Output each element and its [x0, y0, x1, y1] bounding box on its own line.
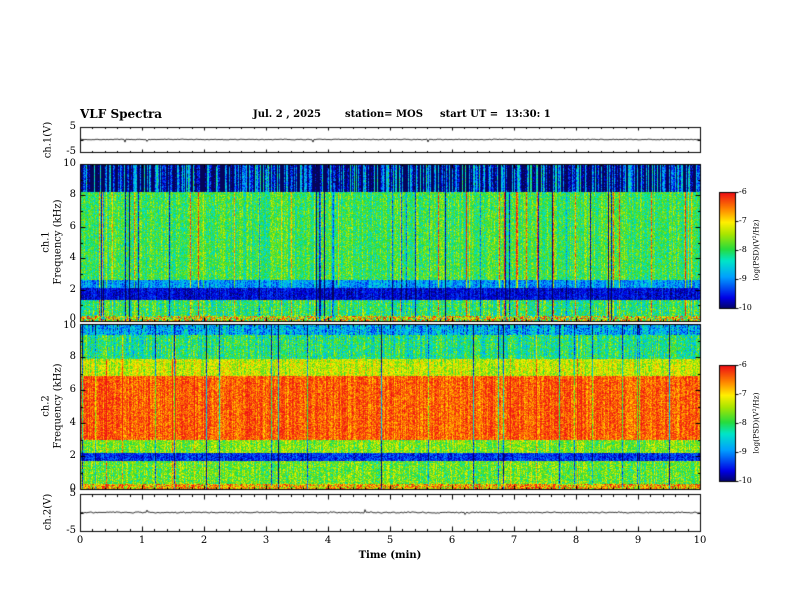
wave2-ylabel: ch.2(V) [42, 493, 54, 531]
spec2-ytick-label: 10 [63, 320, 76, 331]
wave2-ytick-top: 5 [69, 488, 76, 499]
spec2-ytick-label: 6 [69, 384, 76, 395]
spec2-ylabel-frequency: Frequency (kHz) [52, 363, 63, 449]
spec2-ytick-label: 0 [69, 483, 76, 494]
colorbar2-tick-label: -7 [739, 389, 747, 398]
x-tick-label: 5 [386, 535, 394, 546]
colorbar1-tick-label: -7 [739, 216, 747, 225]
x-tick-label: 7 [510, 535, 518, 546]
spec1-ylabel-frequency: Frequency (kHz) [52, 199, 63, 285]
spec1-ytick-label: 8 [69, 189, 76, 201]
spec2-ytick-label: 2 [69, 450, 76, 461]
title-start-ut: start UT = 13:30: 1 [440, 109, 551, 120]
wave1-ytick-top: 5 [69, 121, 76, 132]
spec1-ytick-label: 6 [69, 220, 76, 232]
spec2-ylabel: ch.2 Frequency (kHz) [41, 363, 64, 448]
spec2-ytick-label: 8 [69, 351, 76, 362]
colorbar2-tick-label: -9 [739, 447, 747, 456]
x-tick-label: 2 [200, 535, 208, 546]
colorbar1-tick-label: -6 [739, 187, 747, 196]
x-tick-label: 4 [324, 535, 332, 546]
wave2-ytick-bottom: -5 [66, 525, 76, 536]
spec1-ytick-label: 2 [69, 283, 76, 295]
colorbar1-tick-label: -9 [739, 274, 747, 283]
colorbar1-tick-label: -10 [739, 303, 752, 312]
colorbar2-tick-label: -10 [739, 476, 752, 485]
x-tick-label: 6 [448, 535, 456, 546]
x-tick-label: 10 [693, 535, 707, 546]
spec1-ytick-label: 0 [69, 313, 76, 324]
xaxis-label: Time (min) [358, 550, 422, 561]
page-title: VLF Spectra [80, 107, 163, 121]
colorbar2-tick-label: -8 [739, 418, 747, 427]
title-date: Jul. 2 , 2025 [253, 109, 321, 120]
wave1-ylabel: ch.1(V) [42, 121, 54, 159]
x-tick-label: 0 [76, 535, 84, 546]
title-station: station= MOS [345, 109, 423, 120]
colorbar2-label: log(PSD)(V²/Hz) [751, 392, 761, 454]
wave1-ytick-bottom: -5 [66, 146, 76, 157]
spec2-ylabel-channel: ch.2 [40, 395, 52, 417]
spec1-ytick-label: 4 [69, 252, 76, 264]
colorbar1-tick-label: -8 [739, 245, 747, 254]
x-tick-label: 9 [634, 535, 642, 546]
x-tick-label: 1 [138, 535, 146, 546]
x-tick-label: 3 [262, 535, 270, 546]
spec1-ytick-label: 10 [63, 158, 76, 169]
colorbar2-tick-label: -6 [739, 360, 747, 369]
spec2-ytick-label: 4 [69, 417, 76, 428]
x-tick-label: 8 [572, 535, 580, 546]
colorbar1-label: log(PSD)(V²/Hz) [751, 219, 761, 281]
spec1-ylabel: ch.1 Frequency (kHz) [41, 199, 64, 284]
spec1-ylabel-channel: ch.1 [40, 231, 52, 253]
